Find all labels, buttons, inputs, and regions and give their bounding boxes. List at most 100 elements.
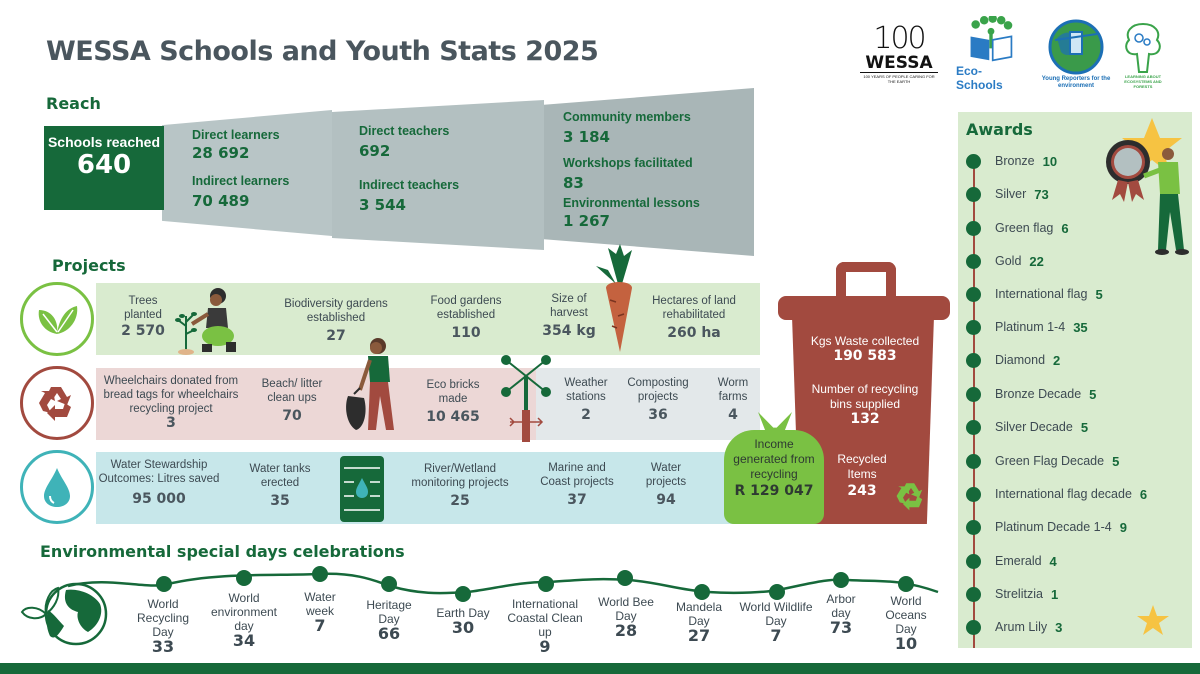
award-item: Bronze 10 — [966, 151, 1057, 171]
timeline-dot — [617, 570, 633, 586]
reach-value: 28 692 — [192, 144, 250, 162]
award-value: 6 — [1139, 486, 1148, 502]
reach-heading: Reach — [46, 94, 101, 113]
weather-station-icon — [501, 355, 551, 442]
stat-litres-saved: Water Stewardship Outcomes: Litres saved… — [96, 458, 222, 506]
stat-beach-cleanups: Beach/ litter clean ups 70 — [254, 377, 330, 423]
day-label: Arbor day — [826, 592, 856, 620]
stat-value: 36 — [648, 407, 668, 423]
stat-label: Trees planted — [124, 295, 162, 321]
stat-value: 35 — [270, 493, 290, 509]
stat-value: 2 — [581, 407, 591, 423]
timeline-dot — [966, 319, 981, 335]
stat-label: Number of recycling bins supplied — [811, 382, 919, 411]
award-item: Green flag 6 — [966, 218, 1069, 238]
schools-reached-label: Schools reached — [47, 134, 161, 150]
day-label: World Wildlife Day — [739, 600, 813, 628]
reach-value: 70 489 — [192, 192, 250, 210]
award-item: Diamond 2 — [966, 350, 1060, 370]
reach-value: 1 267 — [563, 212, 610, 230]
award-label: International flag — [995, 287, 1088, 301]
stat-value: 10 465 — [426, 409, 480, 425]
award-value: 5 — [1080, 419, 1089, 435]
award-value: 5 — [1089, 386, 1097, 402]
award-item: Bronze Decade 5 — [966, 384, 1096, 404]
day-value: 9 — [539, 637, 551, 656]
stat-label: Recycled Items — [837, 452, 887, 481]
award-value: 1 — [1050, 586, 1059, 602]
stat-value: 95 000 — [132, 491, 186, 507]
wessa-tagline: 100 YEARS OF PEOPLE CARING FOR THE EARTH — [860, 72, 938, 84]
award-item: Platinum 1-4 35 — [966, 317, 1088, 337]
timeline-dot — [966, 619, 981, 635]
award-item: Emerald 4 — [966, 551, 1057, 571]
award-value: 6 — [1061, 220, 1069, 236]
award-label: Gold — [995, 254, 1022, 268]
stat-value: 243 — [847, 483, 877, 499]
footer-bar — [0, 663, 1200, 674]
awards-heading: Awards — [966, 120, 1033, 139]
award-value: 3 — [1055, 619, 1063, 635]
reach-label: Direct learners — [192, 128, 280, 142]
water-projects-band — [96, 452, 760, 524]
award-label: Diamond — [995, 353, 1046, 367]
timeline-dot — [236, 570, 252, 586]
eco-schools-label: Eco-Schools — [956, 64, 1003, 92]
water-category-badge — [20, 450, 94, 524]
award-label: Platinum Decade 1-4 — [995, 520, 1112, 534]
stat-size-of-harvest: Size of harvest 354 kg — [538, 292, 600, 338]
award-value: 9 — [1119, 519, 1127, 535]
timeline-dot — [966, 519, 981, 535]
reach-value: 3 184 — [563, 128, 610, 146]
reach-value: 692 — [359, 142, 391, 160]
schools-reached-value: 640 — [76, 150, 132, 180]
wessa-100: 100 — [873, 21, 926, 56]
woman-collecting-litter-illustration — [346, 338, 394, 430]
stat-value: 25 — [450, 493, 470, 509]
reach-label: Community members — [563, 110, 691, 124]
wessa-logo: 100 WESSA 100 YEARS OF PEOPLE CARING FOR… — [860, 16, 938, 92]
globe-reporter-icon — [1048, 19, 1104, 75]
stat-water-projects: Water projects 94 — [638, 461, 694, 507]
award-label: Silver — [995, 187, 1027, 201]
award-item: Platinum Decade 1-4 9 — [966, 517, 1127, 537]
award-label: Strelitzia — [995, 587, 1043, 601]
day-label: World Oceans Day — [885, 594, 927, 636]
award-value: 4 — [1049, 553, 1057, 569]
woman-planting-tree-illustration — [175, 288, 236, 355]
stat-label: Water Stewardship Outcomes: Litres saved — [98, 459, 220, 485]
award-item: Silver Decade 5 — [966, 417, 1088, 437]
awards-panel: Awards Bronze 10 Silver 73 Green flag 6 Gol… — [958, 112, 1192, 648]
day-label: International Coastal Clean up — [507, 597, 583, 639]
day-label: Earth Day — [436, 606, 490, 620]
day-label: World Recycling Day — [136, 597, 190, 639]
stat-value: 94 — [656, 492, 676, 508]
award-value: 2 — [1053, 352, 1061, 368]
special-day-item: Mandela Day 27 — [668, 600, 730, 644]
eco-schools-logo: Eco-Schools — [956, 16, 1026, 92]
special-day-item: World Wildlife Day 7 — [736, 600, 816, 644]
stat-label: Wheelchairs donated from bread tags for … — [103, 375, 239, 415]
young-reporters-logo: Young Reporters for the environment — [1036, 16, 1116, 92]
day-label: World Bee Day — [598, 595, 654, 623]
reach-value: 83 — [563, 174, 584, 192]
special-day-item: Heritage Day 66 — [356, 598, 422, 642]
special-day-item: World Recycling Day 33 — [130, 597, 196, 655]
award-item: Silver 73 — [966, 184, 1049, 204]
special-day-item: World environment day 34 — [204, 591, 284, 649]
stat-eco-bricks: Eco bricks made 10 465 — [418, 378, 488, 424]
stat-composting-projects: Composting projects 36 — [624, 376, 692, 422]
stat-label: Composting projects — [627, 377, 689, 403]
nature-category-badge — [20, 282, 94, 356]
day-label: Water week — [304, 590, 336, 618]
stat-value: 2 570 — [121, 323, 165, 339]
stat-value: 110 — [451, 325, 481, 341]
stat-label: Beach/ litter clean ups — [261, 378, 323, 404]
timeline-dot — [966, 553, 981, 569]
award-label: Bronze Decade — [995, 387, 1082, 401]
day-value: 73 — [829, 618, 853, 637]
timeline-dot — [966, 186, 981, 202]
timeline-dot — [898, 576, 914, 592]
stat-food-gardens: Food gardens established 110 — [418, 294, 514, 340]
timeline-dot — [694, 584, 710, 600]
